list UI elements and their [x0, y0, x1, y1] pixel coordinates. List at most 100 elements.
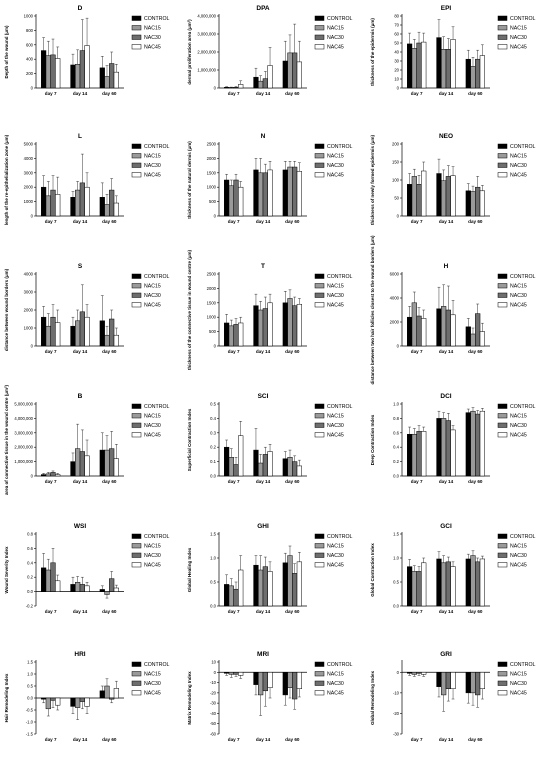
bar-nac30: [233, 179, 239, 217]
legend-swatch-nac45: [314, 302, 325, 308]
legend-swatch-nac30: [497, 292, 508, 298]
legend-swatch-nac30: [131, 34, 142, 40]
chart-title: S: [78, 263, 83, 270]
y-axis-label: length of the re-epithelialization zone …: [4, 134, 9, 225]
y-tick-label: 0: [397, 344, 400, 349]
x-category-label: day 60: [102, 479, 117, 484]
y-tick-label: 1,000,000: [14, 459, 33, 464]
y-tick-label: 3,000,000: [197, 32, 216, 37]
bar-nac30: [233, 87, 239, 89]
bar-nac15: [104, 685, 110, 699]
bar-nac30: [292, 672, 298, 700]
legend-label: NAC45: [510, 45, 527, 51]
legend-swatch-nac45: [497, 432, 508, 438]
chart-svg: WSI -0.2 0.0 0.2 0.4 0.6 0.8 Wound Severity Ind…: [4, 523, 169, 614]
chart-panel-epi: EPI 0 10 20 30 40 50 60 70 80 thickness of the epi…: [366, 2, 549, 130]
bar-nac15: [258, 569, 264, 607]
legend-label: NAC15: [510, 26, 527, 32]
bar-control: [465, 190, 471, 217]
legend-swatch-control: [497, 533, 508, 539]
bar-nac45: [421, 170, 427, 217]
x-category-label: day 14: [439, 91, 454, 96]
legend-label: NAC45: [327, 433, 344, 439]
y-tick-label: 80: [394, 14, 399, 19]
bar-nac15: [45, 195, 51, 217]
bar-control: [465, 58, 471, 89]
y-tick-label: -0.2: [26, 604, 34, 609]
legend-label: NAC30: [144, 553, 161, 559]
bar-nac30: [475, 561, 481, 607]
legend-label: NAC30: [144, 423, 161, 429]
bar-nac45: [267, 169, 273, 217]
y-tick-label: 0.4: [393, 445, 399, 450]
y-tick-label: 1500: [207, 170, 217, 175]
bar-control: [436, 308, 442, 347]
y-tick-label: 400: [26, 57, 34, 62]
legend-label: NAC15: [327, 414, 344, 420]
bar-nac45: [113, 458, 119, 477]
bar-nac15: [228, 325, 234, 347]
bar-control: [41, 316, 47, 347]
legend-swatch-nac45: [497, 690, 508, 696]
x-category-label: day 60: [468, 737, 483, 742]
x-category-label: day 14: [256, 609, 271, 614]
legend-label: NAC30: [144, 35, 161, 41]
y-tick-label: 5000: [24, 142, 34, 147]
legend-swatch-nac15: [497, 671, 508, 677]
x-category-label: day 7: [411, 609, 423, 614]
bar-control: [70, 325, 76, 347]
legend-label: NAC45: [327, 173, 344, 179]
bar-control: [253, 305, 259, 347]
bar-nac45: [113, 334, 119, 347]
y-tick-label: -1.0: [26, 720, 34, 725]
legend-swatch-nac30: [131, 292, 142, 298]
bar-control: [282, 562, 288, 607]
y-tick-label: 1.0: [210, 556, 216, 561]
bar-nac30: [416, 672, 422, 674]
legend-label: CONTROL: [144, 274, 169, 280]
chart-svg: GHI 0.0 0.5 1.0 1.5 Global Healing Index day 7…: [187, 523, 352, 614]
x-category-label: day 7: [411, 479, 423, 484]
bar-nac45: [267, 571, 273, 607]
bar-control: [70, 64, 76, 89]
chart-svg: DCI 0.0 0.2 0.4 0.6 0.8 1.0 Deep Contraction In…: [370, 393, 535, 484]
bar-nac30: [233, 324, 239, 347]
legend-swatch-control: [314, 533, 325, 539]
x-category-label: day 7: [228, 349, 240, 354]
y-tick-label: 1.5: [210, 532, 216, 537]
legend-swatch-nac45: [314, 172, 325, 178]
y-tick-label: 0.2: [210, 445, 216, 450]
bar-control: [70, 461, 76, 477]
bar-control: [70, 197, 76, 217]
bar-control: [282, 458, 288, 477]
legend-swatch-control: [131, 143, 142, 149]
x-category-label: day 60: [102, 219, 117, 224]
legend-label: NAC45: [144, 173, 161, 179]
legend-label: CONTROL: [510, 534, 535, 540]
y-tick-label: 70: [394, 23, 399, 28]
x-category-label: day 60: [285, 609, 300, 614]
chart-title: T: [261, 263, 265, 270]
chart-svg: EPI 0 10 20 30 40 50 60 70 80 thickness of the epi…: [370, 5, 535, 96]
bar-nac45: [479, 331, 485, 347]
y-tick-label: 0: [214, 344, 217, 349]
legend-swatch-control: [131, 403, 142, 409]
bar-nac30: [475, 413, 481, 477]
x-category-label: day 60: [468, 349, 483, 354]
bar-nac45: [55, 697, 61, 706]
bar-control: [224, 87, 230, 89]
bar-control: [407, 316, 413, 347]
legend-swatch-nac15: [131, 283, 142, 289]
chart-svg: B 0 1,000,000 2,000,000 3,000,000 4,000,000 5,…: [4, 384, 169, 495]
legend-label: NAC45: [510, 433, 527, 439]
y-tick-label: 2000: [207, 156, 217, 161]
y-tick-label: -10: [210, 680, 217, 685]
x-category-label: day 7: [228, 737, 240, 742]
y-tick-label: 0: [31, 474, 34, 479]
bar-nac15: [228, 672, 234, 675]
bar-nac45: [421, 431, 427, 477]
x-category-label: day 14: [256, 737, 271, 742]
y-tick-label: 0.8: [393, 416, 399, 421]
y-tick-label: 0.3: [210, 430, 216, 435]
